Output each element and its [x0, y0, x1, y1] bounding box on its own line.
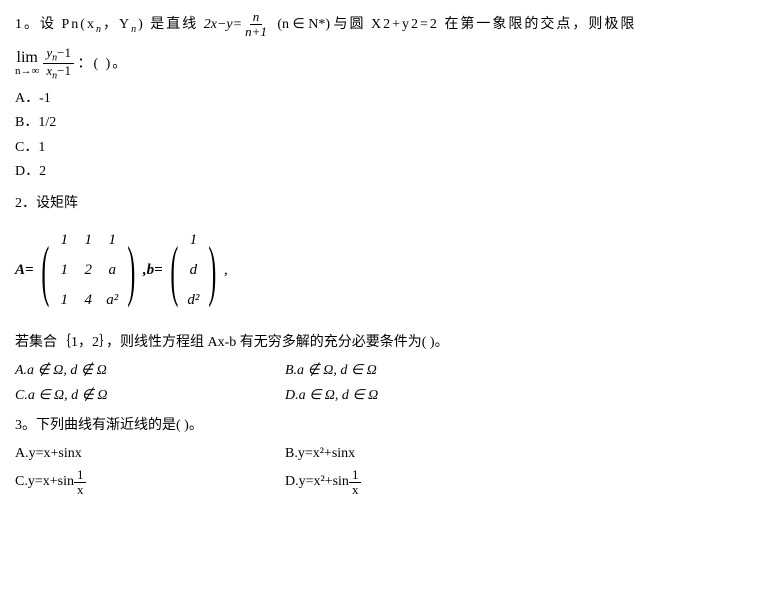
q1-stem-line1: 1。设 Pn(xn，Yn) 是直线 2x−y=nn+1 (n ∈ N*) 与圆 … — [15, 10, 763, 40]
q3-d-num: 1 — [349, 468, 362, 483]
q2-opt-c: C.a ∈ Ω, d ∉ Ω — [15, 385, 285, 407]
q1-opt-b: B．1/2 — [15, 112, 763, 134]
q2-opts-row2: C.a ∈ Ω, d ∉ Ω D.a ∈ Ω, d ∈ Ω — [15, 385, 555, 407]
mat-cell: 1 — [82, 228, 94, 252]
q1-lim-num-tail: −1 — [57, 45, 71, 60]
q1-text-d: 与圆 X2+y2=2 在第一象限的交点，则极限 — [334, 17, 637, 32]
q1-opt-c: C．1 — [15, 137, 763, 159]
q1-stem-line2: lim n→∞ yn−1 xn−1 ：( )。 — [15, 46, 763, 82]
q1-opt-a: A．-1 — [15, 88, 763, 110]
q3-opt-a: A.y=x+sinx — [15, 443, 285, 465]
q1-lim-den: xn−1 — [43, 64, 74, 82]
q2-A-body: 111 12a 14a² — [56, 224, 120, 316]
mat-cell: d — [187, 258, 199, 282]
q1-frac: nn+1 — [242, 10, 270, 40]
q3-opts-row1: A.y=x+sinx B.y=x²+sinx — [15, 443, 555, 465]
q2-A-eq: A= — [15, 258, 34, 282]
q3-c-num: 1 — [74, 468, 87, 483]
mat-cell: d² — [187, 288, 199, 312]
q2-opt-d: D.a ∈ Ω, d ∈ Ω — [285, 385, 555, 407]
q3-stem: 3。下列曲线有渐近线的是( )。 — [15, 415, 763, 437]
q1-options: A．-1 B．1/2 C．1 D．2 — [15, 88, 763, 184]
q2-tail: , — [224, 258, 228, 282]
mat-cell: 2 — [82, 258, 94, 282]
q1-text-a: 1。设 Pn(x — [15, 17, 96, 32]
q3-opt-c-text: C.y=x+sin — [15, 471, 74, 493]
mat-cell: a — [106, 258, 118, 282]
q1-text-c: ) 是直线 — [138, 17, 198, 32]
q3-d-den: x — [349, 483, 362, 497]
mat-cell: 1 — [187, 228, 199, 252]
bracket-icon: ( — [41, 243, 49, 297]
q2-opts-row1: A.a ∉ Ω, d ∉ Ω B.a ∉ Ω, d ∈ Ω — [15, 360, 555, 382]
q2-mid: ,b= — [143, 258, 163, 282]
q3-opt-c: C.y=x+sin 1x — [15, 468, 285, 498]
mat-cell: 1 — [58, 288, 70, 312]
q3-opt-b: B.y=x²+sinx — [285, 443, 555, 465]
q1-frac-d: n+1 — [242, 25, 270, 39]
q3-opt-c-frac: 1x — [74, 468, 87, 498]
q1-sub-a: n — [96, 24, 103, 35]
mat-cell: 1 — [58, 258, 70, 282]
q1-frac-n: n — [250, 10, 263, 25]
mat-cell: a² — [106, 288, 118, 312]
mat-cell: 4 — [82, 288, 94, 312]
mat-cell: 1 — [106, 228, 118, 252]
q2-line2: 若集合｛1，2｝，则线性方程组 Ax-b 有无穷多解的充分必要条件为( )。 — [15, 332, 763, 354]
q1-lim-num: yn−1 — [43, 46, 74, 65]
q1-text-b: ，Y — [103, 17, 131, 32]
q3-opt-a-text: A.y=x+sinx — [15, 446, 82, 461]
q1-limit: lim n→∞ yn−1 xn−1 — [15, 46, 74, 82]
q3-opts-row2: C.y=x+sin 1x D.y=x²+sin 1x — [15, 468, 555, 498]
q2-opt-b: B.a ∉ Ω, d ∈ Ω — [285, 360, 555, 382]
q2-stem: 2．设矩阵 — [15, 193, 763, 215]
bracket-icon: ) — [209, 243, 217, 297]
q1-lim-top: lim — [17, 50, 38, 66]
q1-colon: ：( )。 — [77, 56, 128, 71]
q1-opt-d: D．2 — [15, 161, 763, 183]
q1-lim-symbol: lim n→∞ — [15, 50, 39, 77]
q3-opt-d-frac: 1x — [349, 468, 362, 498]
q3-opt-d: D.y=x²+sin 1x — [285, 468, 555, 498]
q3-opt-b-text: B.y=x²+sinx — [285, 446, 355, 461]
mat-cell: 1 — [58, 228, 70, 252]
q1-lim-bot: n→∞ — [15, 66, 39, 77]
q1-paren: (n ∈ N*) — [277, 17, 330, 32]
q2-matrix: A= ( 111 12a 14a² ) ,b= ( 1 d d² ) , — [15, 224, 228, 316]
q2-opt-a: A.a ∉ Ω, d ∉ Ω — [15, 360, 285, 382]
q2-b-body: 1 d d² — [185, 224, 201, 316]
q3-c-den: x — [74, 483, 87, 497]
bracket-icon: ( — [170, 243, 178, 297]
q3-opt-d-text: D.y=x²+sin — [285, 471, 349, 493]
bracket-icon: ) — [128, 243, 136, 297]
q1-formula-lhs: 2x−y= — [204, 17, 242, 32]
q1-formula: 2x−y=nn+1 (n ∈ N*) — [204, 17, 334, 32]
q1-lim-frac: yn−1 xn−1 — [43, 46, 74, 82]
q1-lim-den-tail: −1 — [57, 63, 71, 78]
